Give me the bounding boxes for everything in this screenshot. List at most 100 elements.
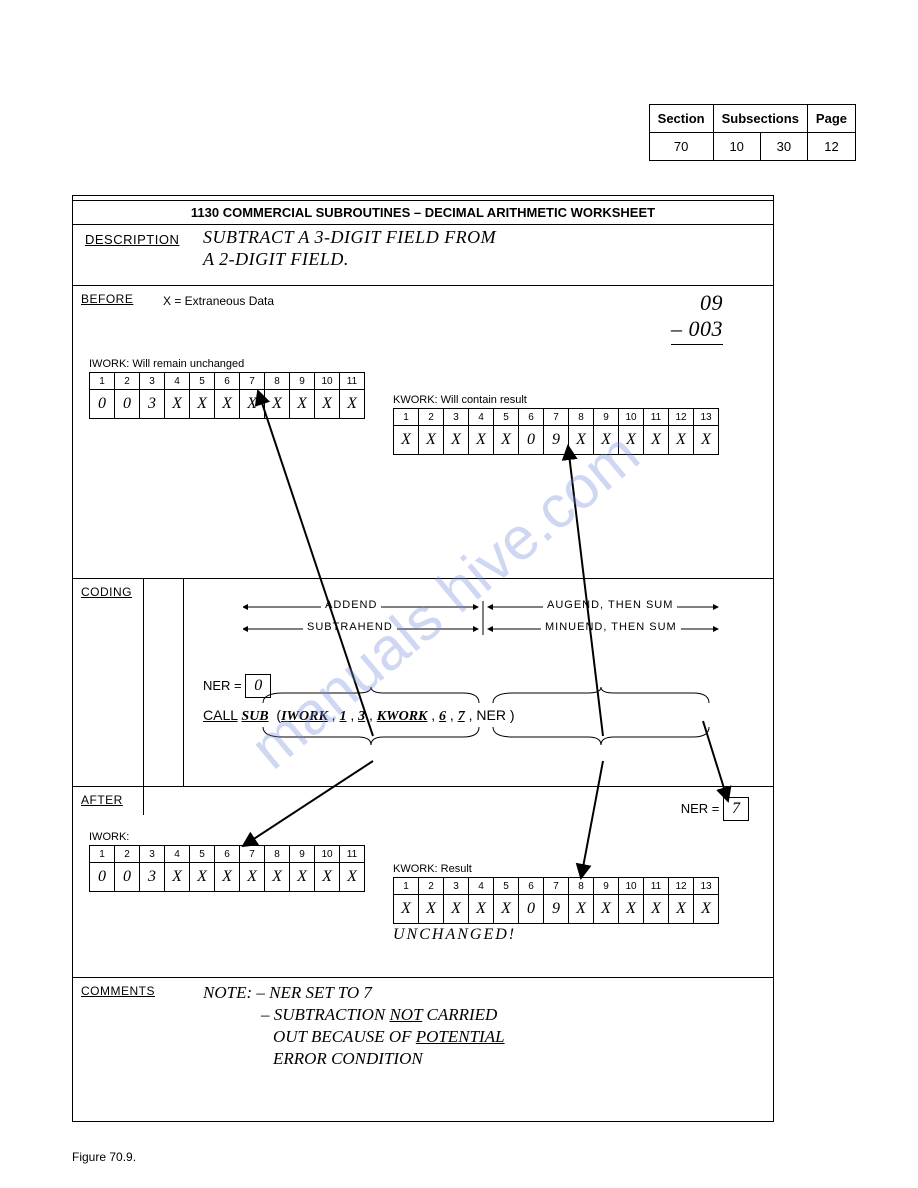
worksheet-title: 1130 COMMERCIAL SUBROUTINES – DECIMAL AR…: [73, 200, 773, 225]
addend-label: ADDEND: [321, 599, 381, 611]
cell: X: [265, 390, 290, 419]
cell: 0: [90, 390, 115, 419]
cell: 9: [594, 878, 619, 895]
cell: X: [190, 390, 215, 419]
hdr-section-label: Section: [649, 105, 713, 133]
cell: 5: [190, 373, 215, 390]
cell: 2: [115, 373, 140, 390]
cell: X: [619, 895, 644, 924]
cell: X: [644, 895, 669, 924]
cell: 0: [519, 426, 544, 455]
cell: 9: [544, 426, 569, 455]
cell: X: [569, 895, 594, 924]
call-p6: 7: [458, 709, 465, 724]
cell: 0: [90, 863, 115, 892]
after-section: AFTER NER = 7 IWORK: 1234567891011 003XX…: [73, 787, 773, 978]
cell: X: [594, 895, 619, 924]
call-label: CALL: [203, 707, 238, 723]
kwork-before: KWORK: Will contain result 1234567891011…: [393, 394, 719, 455]
cell: 3: [444, 409, 469, 426]
cell: 4: [469, 878, 494, 895]
cell: X: [469, 426, 494, 455]
cell: X: [419, 426, 444, 455]
cell: 3: [444, 878, 469, 895]
desc-line2: A 2-DIGIT FIELD.: [203, 249, 349, 269]
side-calc-top: 09: [671, 290, 723, 316]
cell: X: [694, 895, 719, 924]
cell: 9: [290, 846, 315, 863]
iwork-after: IWORK: 1234567891011 003XXXXXXXX: [89, 831, 365, 892]
comments-label: COMMENTS: [81, 984, 155, 998]
ner-after-value: 7: [723, 797, 749, 821]
ner-after: NER = 7: [681, 797, 749, 821]
cell: 13: [694, 409, 719, 426]
cell: 1: [394, 409, 419, 426]
hdr-subsections-label: Subsections: [713, 105, 807, 133]
cell: X: [240, 863, 265, 892]
cell: X: [469, 895, 494, 924]
description-text: SUBTRACT A 3-DIGIT FIELD FROM A 2-DIGIT …: [203, 227, 496, 270]
iwork-after-table: 1234567891011 003XXXXXXXX: [89, 845, 365, 892]
iwork-before: IWORK: Will remain unchanged 12345678910…: [89, 358, 365, 419]
after-label: AFTER: [81, 793, 123, 807]
cell: 10: [619, 878, 644, 895]
cell: X: [190, 863, 215, 892]
cell: X: [644, 426, 669, 455]
cell: 5: [494, 409, 519, 426]
cell: 13: [694, 878, 719, 895]
cell: X: [315, 863, 340, 892]
cell: X: [215, 863, 240, 892]
cell: 2: [115, 846, 140, 863]
cell: 9: [544, 895, 569, 924]
cell: X: [315, 390, 340, 419]
cell: X: [340, 863, 365, 892]
cell: 7: [544, 878, 569, 895]
cell: 5: [190, 846, 215, 863]
hdr-page-label: Page: [807, 105, 855, 133]
cell: X: [669, 895, 694, 924]
cell: 6: [519, 878, 544, 895]
cell: X: [290, 390, 315, 419]
cell: X: [290, 863, 315, 892]
kwork-after-table: 12345678910111213 XXXXX09XXXXXX: [393, 877, 719, 924]
extraneous-note: X = Extraneous Data: [163, 294, 274, 308]
cell: 4: [165, 846, 190, 863]
cell: 7: [240, 846, 265, 863]
comments-section: COMMENTS NOTE: – NER SET TO 7 – SUBTRACT…: [73, 978, 773, 1098]
before-section: BEFORE X = Extraneous Data 09 – 003 IWOR…: [73, 286, 773, 579]
desc-line1: SUBTRACT A 3-DIGIT FIELD FROM: [203, 227, 496, 247]
cell: X: [444, 426, 469, 455]
cell: X: [494, 895, 519, 924]
cell: 10: [315, 846, 340, 863]
cell: 2: [419, 878, 444, 895]
kwork-after: KWORK: Result 12345678910111213 XXXXX09X…: [393, 863, 719, 944]
comments-l3: OUT BECAUSE OF: [273, 1027, 412, 1046]
cell: X: [494, 426, 519, 455]
cell: X: [165, 390, 190, 419]
minuend-label: MINUEND, THEN SUM: [541, 621, 681, 633]
page-header-box: Section Subsections Page 70 10 30 12: [649, 104, 856, 161]
cell: 9: [290, 373, 315, 390]
hdr-sub1: 10: [713, 133, 760, 161]
cell: 11: [340, 373, 365, 390]
cell: X: [394, 895, 419, 924]
cell: 5: [494, 878, 519, 895]
cell: X: [165, 863, 190, 892]
cell: 3: [140, 373, 165, 390]
comments-l2: – SUBTRACTION: [261, 1005, 385, 1024]
cell: 10: [619, 409, 644, 426]
kwork-before-label: KWORK: Will contain result: [393, 394, 719, 406]
hdr-section: 70: [649, 133, 713, 161]
figure-caption: Figure 70.9.: [72, 1150, 136, 1164]
cell: X: [419, 895, 444, 924]
cell: 6: [519, 409, 544, 426]
comments-l1: NOTE: – NER SET TO 7: [203, 983, 372, 1002]
cell: 3: [140, 863, 165, 892]
kwork-after-label: KWORK: Result: [393, 863, 719, 875]
cell: X: [444, 895, 469, 924]
call-p4: KWORK: [377, 709, 428, 724]
cell: 11: [340, 846, 365, 863]
cell: 0: [115, 863, 140, 892]
cell: 8: [265, 846, 290, 863]
iwork-after-label: IWORK:: [89, 831, 365, 843]
